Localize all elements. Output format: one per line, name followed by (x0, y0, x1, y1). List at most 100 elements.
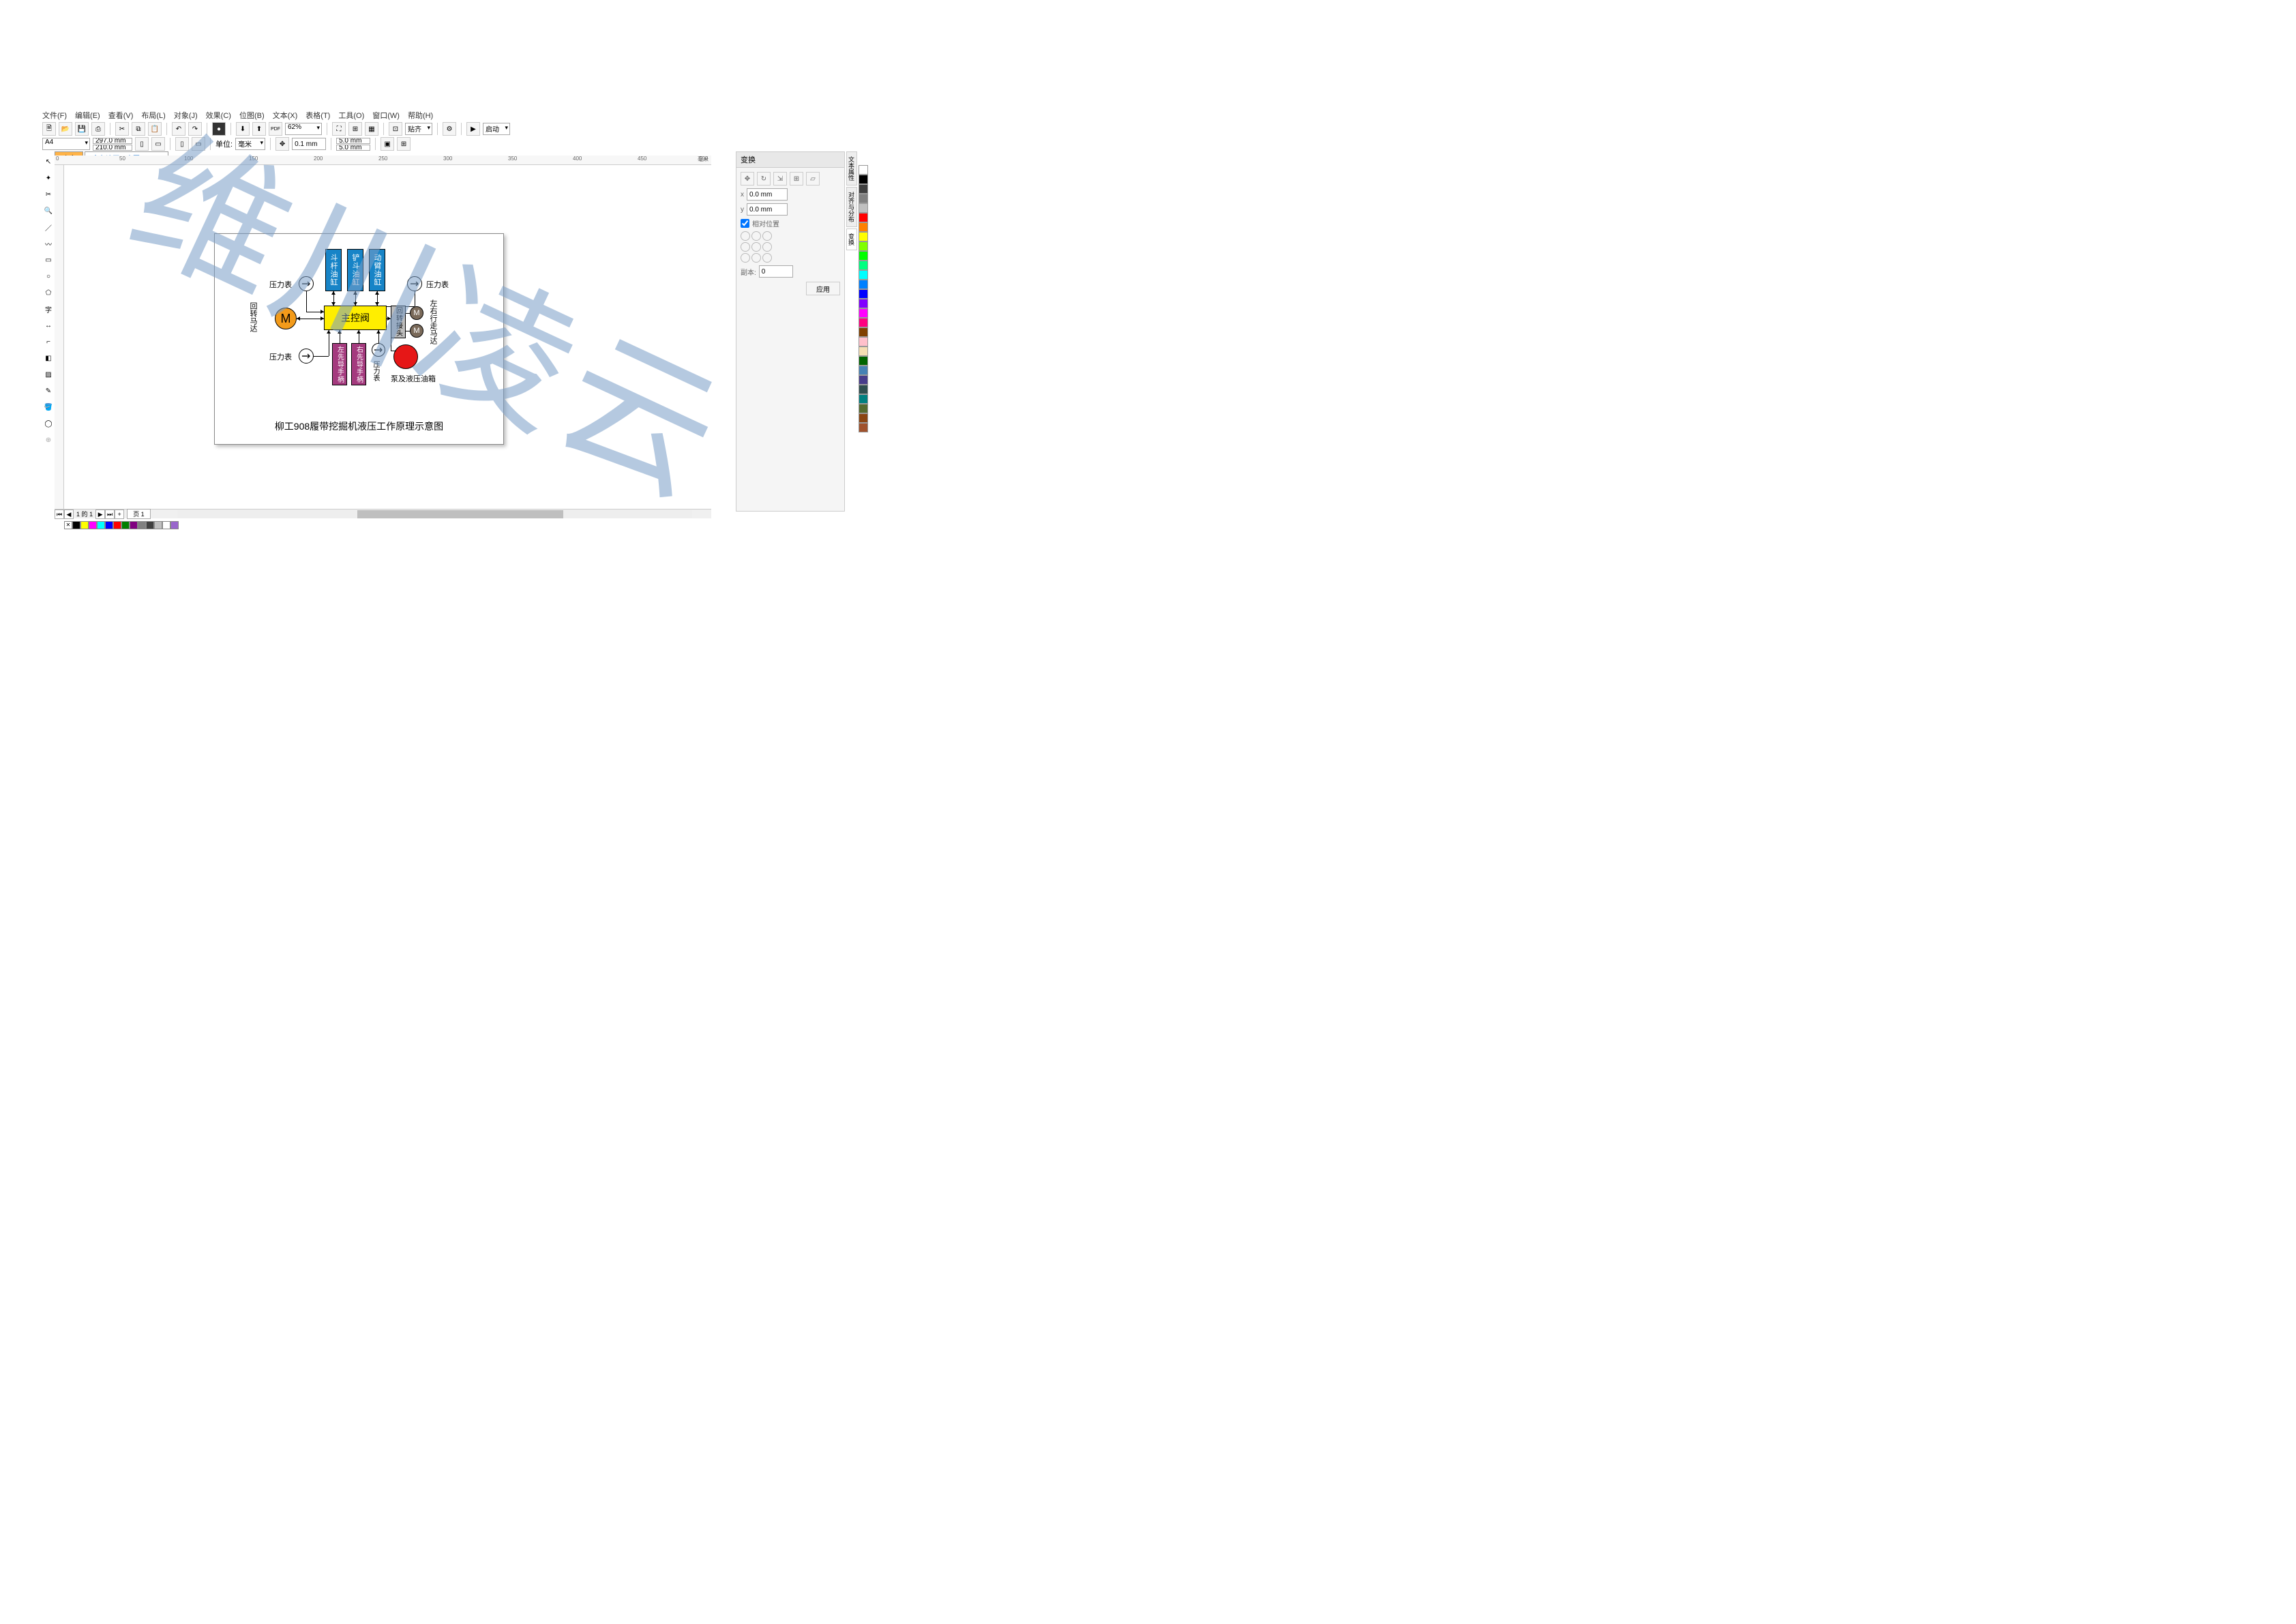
doc-palette-swatch[interactable] (170, 521, 179, 529)
palette-swatch[interactable] (859, 241, 868, 251)
page-size-select[interactable]: A4 (42, 138, 90, 150)
dup-y-input[interactable] (336, 145, 370, 151)
menu-edit[interactable]: 编辑(E) (75, 110, 100, 122)
doc-palette-swatch[interactable] (80, 521, 89, 529)
palette-swatch[interactable] (859, 203, 868, 213)
palette-swatch[interactable] (859, 385, 868, 394)
palette-swatch[interactable] (859, 175, 868, 184)
landscape-button[interactable]: ▭ (151, 137, 165, 151)
menu-tools[interactable]: 工具(O) (338, 110, 364, 122)
doc-palette-swatch[interactable] (154, 521, 162, 529)
docker-tab-transform[interactable]: 变换 (846, 228, 857, 250)
palette-swatch[interactable] (859, 165, 868, 175)
skew-mode-button[interactable]: ▱ (806, 172, 820, 186)
parallel-dim-tool[interactable]: ↔ (42, 319, 55, 331)
palette-swatch[interactable] (859, 184, 868, 194)
transparency-tool[interactable]: ▨ (42, 368, 55, 381)
palette-swatch[interactable] (859, 261, 868, 270)
artistic-media-tool[interactable]: 〰 (42, 237, 55, 250)
palette-swatch[interactable] (859, 375, 868, 385)
import-button[interactable]: ⬇ (236, 122, 250, 136)
save-button[interactable]: 💾 (75, 122, 89, 136)
doc-palette-swatch[interactable] (97, 521, 105, 529)
snap-icon[interactable]: ⊡ (389, 122, 402, 136)
palette-swatch[interactable] (859, 356, 868, 366)
palette-swatch[interactable] (859, 280, 868, 289)
options-button[interactable]: ⚙ (443, 122, 456, 136)
doc-palette-swatch[interactable] (138, 521, 146, 529)
pos-x-input[interactable] (747, 188, 788, 201)
eyedropper-tool[interactable]: ✎ (42, 385, 55, 397)
redo-button[interactable]: ↷ (188, 122, 202, 136)
menu-layout[interactable]: 布局(L) (141, 110, 165, 122)
palette-swatch[interactable] (859, 318, 868, 327)
doc-palette-swatch[interactable] (89, 521, 97, 529)
page-width-input[interactable] (93, 138, 132, 144)
text-tool[interactable]: 字 (42, 303, 55, 315)
docker-tab-align[interactable]: 对齐与分布 (846, 187, 857, 227)
portrait-button[interactable]: ▯ (135, 137, 149, 151)
relative-checkbox[interactable] (741, 219, 749, 228)
palette-swatch[interactable] (859, 366, 868, 375)
doc-palette-swatch[interactable] (113, 521, 121, 529)
palette-swatch[interactable] (859, 289, 868, 299)
palette-swatch[interactable] (859, 327, 868, 337)
cut-button[interactable]: ✂ (115, 122, 129, 136)
snap-dropdown[interactable]: 贴齐 (405, 123, 432, 135)
palette-swatch[interactable] (859, 213, 868, 222)
no-fill-swatch[interactable]: ✕ (64, 521, 72, 529)
fullscreen-button[interactable]: ⛶ (332, 122, 346, 136)
rulers-button[interactable]: ⊞ (348, 122, 362, 136)
crop-tool[interactable]: ✂ (42, 188, 55, 201)
add-page-button[interactable]: + (115, 510, 124, 519)
menu-bitmap[interactable]: 位图(B) (239, 110, 265, 122)
doc-palette-swatch[interactable] (105, 521, 113, 529)
palette-swatch[interactable] (859, 346, 868, 356)
apply-button[interactable]: 应用 (806, 282, 840, 295)
doc-palette-swatch[interactable] (121, 521, 130, 529)
palette-swatch[interactable] (859, 404, 868, 413)
unit-select[interactable]: 毫米 (235, 138, 265, 150)
canvas[interactable]: 柳工908履带挖掘机液压工作原理示意图 主控阀 斗杆油缸 铲斗油缸 动臂油缸 ↗… (64, 165, 711, 512)
doc-palette-swatch[interactable] (162, 521, 170, 529)
shape-tool[interactable]: ✦ (42, 172, 55, 184)
paste-button[interactable]: 📋 (148, 122, 162, 136)
menu-window[interactable]: 窗口(W) (372, 110, 400, 122)
scrollbar-thumb[interactable] (357, 510, 563, 518)
new-button[interactable]: 🗎 (42, 122, 56, 136)
copies-input[interactable] (759, 265, 793, 278)
menu-object[interactable]: 对象(J) (174, 110, 198, 122)
palette-swatch[interactable] (859, 423, 868, 432)
grid-button[interactable]: ▦ (365, 122, 378, 136)
page-height-input[interactable] (93, 145, 132, 151)
connector-tool[interactable]: ⌐ (42, 336, 55, 348)
nav-last-button[interactable]: ⏭ (105, 510, 115, 519)
drop-shadow-tool[interactable]: ◧ (42, 352, 55, 364)
nav-first-button[interactable]: ⏮ (55, 510, 64, 519)
palette-swatch[interactable] (859, 394, 868, 404)
menu-effects[interactable]: 效果(C) (206, 110, 231, 122)
launch-icon[interactable]: ▶ (466, 122, 480, 136)
zoom-level[interactable]: 62% (285, 123, 322, 135)
palette-swatch[interactable] (859, 232, 868, 241)
nav-next-button[interactable]: ▶ (95, 510, 105, 519)
menu-file[interactable]: 文件(F) (42, 110, 67, 122)
fill-tool[interactable]: 🪣 (42, 401, 55, 413)
anchor-grid[interactable] (741, 231, 840, 263)
treat-as-filled-button[interactable]: ▣ (381, 137, 394, 151)
palette-swatch[interactable] (859, 194, 868, 203)
size-mode-button[interactable]: ⊞ (790, 172, 803, 186)
menu-view[interactable]: 查看(V) (108, 110, 134, 122)
current-page-button[interactable]: ▭ (192, 137, 205, 151)
palette-swatch[interactable] (859, 413, 868, 423)
doc-palette-swatch[interactable] (72, 521, 80, 529)
menu-text[interactable]: 文本(X) (273, 110, 298, 122)
pdf-button[interactable]: PDF (269, 122, 282, 136)
rectangle-tool[interactable]: ▭ (42, 254, 55, 266)
palette-swatch[interactable] (859, 308, 868, 318)
search-button[interactable]: ● (212, 122, 226, 136)
freehand-tool[interactable]: ／ (42, 221, 55, 233)
rotate-mode-button[interactable]: ↻ (757, 172, 771, 186)
doc-palette-swatch[interactable] (130, 521, 138, 529)
doc-palette-swatch[interactable] (146, 521, 154, 529)
